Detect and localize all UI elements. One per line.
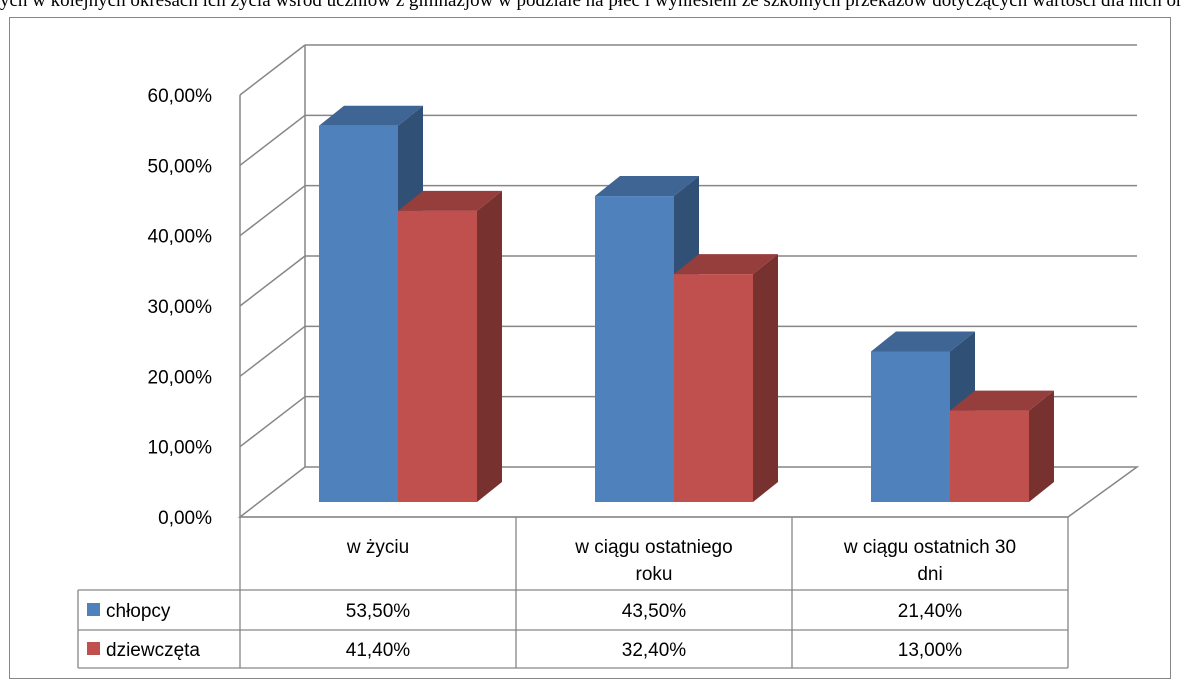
bar-dziewczęta [398,190,502,502]
bar-side-face [1029,390,1054,502]
y-tick-label: 30,00% [148,297,213,318]
category-label: w ciągu ostatnich 30 [843,537,1016,558]
legend-label: chłopcy [106,601,171,622]
bar-top-face [950,390,1054,411]
table-cell-value: 32,40% [622,640,687,661]
category-label: w życiu [346,537,409,558]
side-wall-gridline [239,396,306,448]
bar-dziewczęta [950,390,1054,502]
legend-label: dziewczęta [106,640,200,661]
side-wall-gridline [239,114,306,166]
legend-key-0 [87,603,100,616]
y-tick-label: 10,00% [148,438,213,459]
table-cell-value: 13,00% [898,640,963,661]
category-label: dni [917,564,942,585]
bar-top-face [398,190,502,211]
bar-front-face [319,125,398,502]
bar-top-face [674,254,778,275]
chart-frame [9,17,1171,679]
category-label: roku [636,564,673,585]
table-cell-value: 41,40% [346,640,411,661]
bar-side-face [753,254,778,502]
y-tick-label: 60,00% [148,86,213,107]
y-tick-label: 50,00% [148,156,213,177]
category-label: w ciągu ostatniego [574,537,732,558]
y-tick-label: 40,00% [148,227,213,248]
y-tick-label: 20,00% [148,367,213,388]
cropped-caption: ych w kolejnych okresach ich życia wśród… [0,0,1181,11]
bar-front-face [674,274,753,502]
bar-dziewczęta [674,254,778,502]
side-wall-gridline [239,325,306,377]
table-cell-value: 21,40% [898,601,963,622]
bar-top-face [319,105,423,126]
bar-front-face [871,351,950,502]
table-cell-value: 53,50% [346,601,411,622]
legend-key-1 [87,642,100,655]
bar-side-face [477,190,502,502]
side-wall-gridline [239,185,306,237]
side-wall-gridline [239,255,306,307]
bar-top-face [871,331,975,352]
bar-front-face [595,196,674,503]
bar-front-face [398,210,477,502]
side-wall-gridline [239,44,306,96]
table-cell-value: 43,50% [622,601,687,622]
y-tick-label: 0,00% [158,508,212,529]
bar-front-face [950,410,1029,502]
bar-top-face [595,176,699,197]
